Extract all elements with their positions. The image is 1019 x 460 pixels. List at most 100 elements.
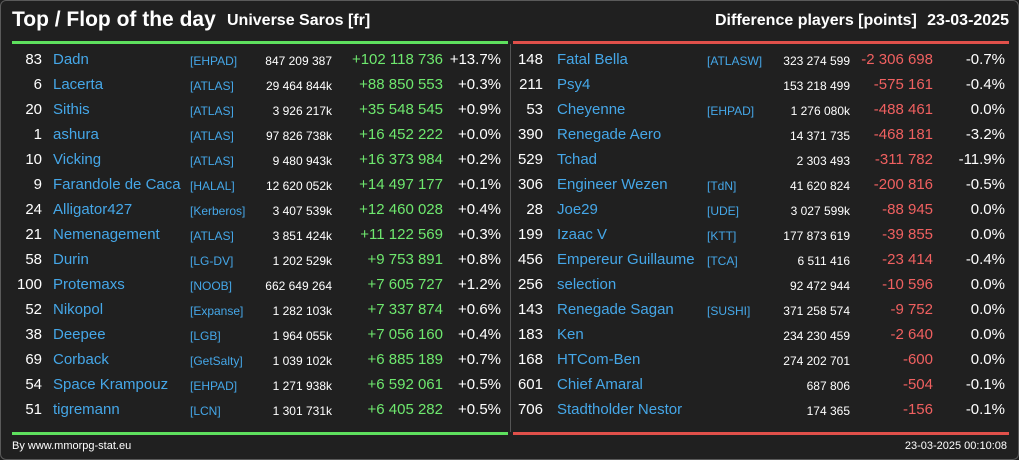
flop-row: 456 Empereur Guillaume [TCA] 6 511 416 -23 4… bbox=[513, 248, 1010, 273]
points-difference: -2 306 698 bbox=[861, 51, 933, 68]
player-rank: 1 bbox=[33, 126, 42, 143]
percent-change: +0.7% bbox=[458, 351, 501, 368]
flop-row: 390 Renegade Aero 14 371 735 -468 181 -3.2% bbox=[513, 123, 1010, 148]
alliance-tag: [ATLAS] bbox=[190, 129, 234, 143]
points-difference: +102 118 736 bbox=[351, 51, 443, 68]
top-row: 10 Vicking [ATLAS] 9 480 943k +16 373 984 +0.… bbox=[12, 148, 509, 173]
percent-change: 0.0% bbox=[970, 301, 1005, 318]
alliance-tag: [LCN] bbox=[190, 404, 221, 418]
flop-bar-bottom bbox=[513, 432, 1009, 435]
player-rank: 20 bbox=[25, 101, 42, 118]
percent-change: +1.2% bbox=[458, 276, 501, 293]
percent-change: -0.7% bbox=[965, 51, 1005, 68]
player-name-link[interactable]: Nemenagement bbox=[53, 226, 160, 243]
points-difference: -488 461 bbox=[873, 101, 933, 118]
flop-row: 183 Ken 234 230 459 -2 640 0.0% bbox=[513, 323, 1010, 348]
percent-change: -11.9% bbox=[958, 151, 1005, 168]
player-name-link[interactable]: Engineer Wezen bbox=[557, 176, 668, 193]
alliance-tag: [UDE] bbox=[707, 204, 740, 218]
player-points: 41 620 824 bbox=[789, 179, 850, 193]
percent-change: -0.1% bbox=[965, 376, 1005, 393]
player-name-link[interactable]: Dadn bbox=[53, 51, 89, 68]
alliance-tag: [ATLAS] bbox=[190, 154, 234, 168]
top-list: 83 Dadn [EHPAD] 847 209 387 +102 118 736 +13.… bbox=[12, 48, 509, 423]
top-bar bbox=[12, 41, 508, 44]
player-rank: 601 bbox=[517, 376, 543, 393]
player-points: 3 926 217k bbox=[272, 104, 332, 118]
alliance-tag: [TCA] bbox=[707, 254, 738, 268]
player-name-link[interactable]: Renegade Aero bbox=[557, 126, 662, 143]
player-points: 662 649 264 bbox=[265, 279, 332, 293]
player-points: 1 202 529k bbox=[272, 254, 332, 268]
player-name-link[interactable]: Psy4 bbox=[557, 76, 591, 93]
footer-source: By www.mmorpg-stat.eu bbox=[12, 440, 132, 452]
alliance-tag: [EHPAD] bbox=[190, 379, 238, 393]
player-name-link[interactable]: Cheyenne bbox=[557, 101, 626, 118]
top-row: 58 Durin [LG-DV] 1 202 529k +9 753 891 +0.8% bbox=[12, 248, 509, 273]
player-points: 371 258 574 bbox=[783, 304, 850, 318]
player-name-link[interactable]: Vicking bbox=[53, 151, 102, 168]
points-difference: -600 bbox=[902, 351, 933, 368]
flop-row: 601 Chief Amaral 687 806 -504 -0.1% bbox=[513, 373, 1010, 398]
points-difference: +7 337 874 bbox=[367, 301, 444, 318]
player-name-link[interactable]: Tchad bbox=[557, 151, 598, 168]
player-points: 274 202 701 bbox=[783, 354, 850, 368]
player-points: 6 511 416 bbox=[797, 254, 851, 268]
player-name-link[interactable]: Joe29 bbox=[557, 201, 598, 218]
player-rank: 69 bbox=[25, 351, 42, 368]
player-rank: 53 bbox=[526, 101, 543, 118]
points-difference: -2 640 bbox=[890, 326, 933, 343]
alliance-tag: [LG-DV] bbox=[190, 254, 234, 268]
player-points: 153 218 499 bbox=[783, 79, 850, 93]
percent-change: +0.0% bbox=[458, 126, 501, 143]
player-rank: 199 bbox=[517, 226, 543, 243]
points-difference: -10 596 bbox=[882, 276, 933, 293]
player-name-link[interactable]: Nikopol bbox=[53, 301, 104, 318]
player-name-link[interactable]: Chief Amaral bbox=[557, 376, 643, 393]
alliance-tag: [EHPAD] bbox=[190, 54, 238, 68]
alliance-tag: [KTT] bbox=[707, 229, 737, 243]
flop-row: 306 Engineer Wezen [TdN] 41 620 824 -200 816… bbox=[513, 173, 1010, 198]
player-name-link[interactable]: Alligator427 bbox=[53, 201, 133, 218]
alliance-tag: [ATLAS] bbox=[190, 79, 234, 93]
player-points: 2 303 493 bbox=[796, 154, 850, 168]
percent-change: +0.8% bbox=[458, 251, 501, 268]
player-name-link[interactable]: Protemaxs bbox=[53, 276, 125, 293]
player-rank: 148 bbox=[517, 51, 543, 68]
percent-change: +0.4% bbox=[458, 201, 501, 218]
player-name-link[interactable]: Space Krampouz bbox=[53, 376, 169, 393]
alliance-tag: [Expanse] bbox=[190, 304, 244, 318]
player-name-link[interactable]: Izaac V bbox=[557, 226, 608, 243]
player-name-link[interactable]: Ken bbox=[557, 326, 584, 343]
player-rank: 51 bbox=[25, 401, 42, 418]
player-name-link[interactable]: ashura bbox=[53, 126, 99, 143]
player-rank: 529 bbox=[517, 151, 543, 168]
percent-change: +0.6% bbox=[458, 301, 501, 318]
player-name-link[interactable]: HTCom-Ben bbox=[557, 351, 641, 368]
player-name-link[interactable]: Corback bbox=[53, 351, 109, 368]
player-rank: 83 bbox=[25, 51, 42, 68]
player-name-link[interactable]: Empereur Guillaume bbox=[557, 251, 695, 268]
alliance-tag: [EHPAD] bbox=[707, 104, 755, 118]
top-row: 1 ashura [ATLAS] 97 826 738k +16 452 222 +0.0… bbox=[12, 123, 509, 148]
points-difference: +14 497 177 bbox=[359, 176, 443, 193]
player-name-link[interactable]: Deepee bbox=[53, 326, 106, 343]
points-difference: +88 850 553 bbox=[359, 76, 443, 93]
player-name-link[interactable]: Lacerta bbox=[53, 76, 104, 93]
points-difference: +7 056 160 bbox=[367, 326, 444, 343]
flop-row: 529 Tchad 2 303 493 -311 782 -11.9% bbox=[513, 148, 1010, 173]
player-name-link[interactable]: Durin bbox=[53, 251, 89, 268]
percent-change: +0.3% bbox=[458, 76, 501, 93]
player-name-link[interactable]: Sithis bbox=[53, 101, 90, 118]
player-name-link[interactable]: Fatal Bella bbox=[557, 51, 628, 68]
player-name-link[interactable]: Renegade Sagan bbox=[557, 301, 674, 318]
flop-row: 168 HTCom-Ben 274 202 701 -600 0.0% bbox=[513, 348, 1010, 373]
player-name-link[interactable]: Farandole de Caca bbox=[53, 176, 181, 193]
player-name-link[interactable]: selection bbox=[557, 276, 617, 293]
player-name-link[interactable]: Stadtholder Nestor bbox=[557, 401, 683, 418]
player-points: 1 271 938k bbox=[272, 379, 332, 393]
top-row: 100 Protemaxs [NOOB] 662 649 264 +7 605 727 +… bbox=[12, 273, 509, 298]
universe-label: Universe Saros [fr] bbox=[227, 12, 371, 29]
player-name-link[interactable]: tigremann bbox=[53, 401, 120, 418]
percent-change: 0.0% bbox=[970, 351, 1005, 368]
